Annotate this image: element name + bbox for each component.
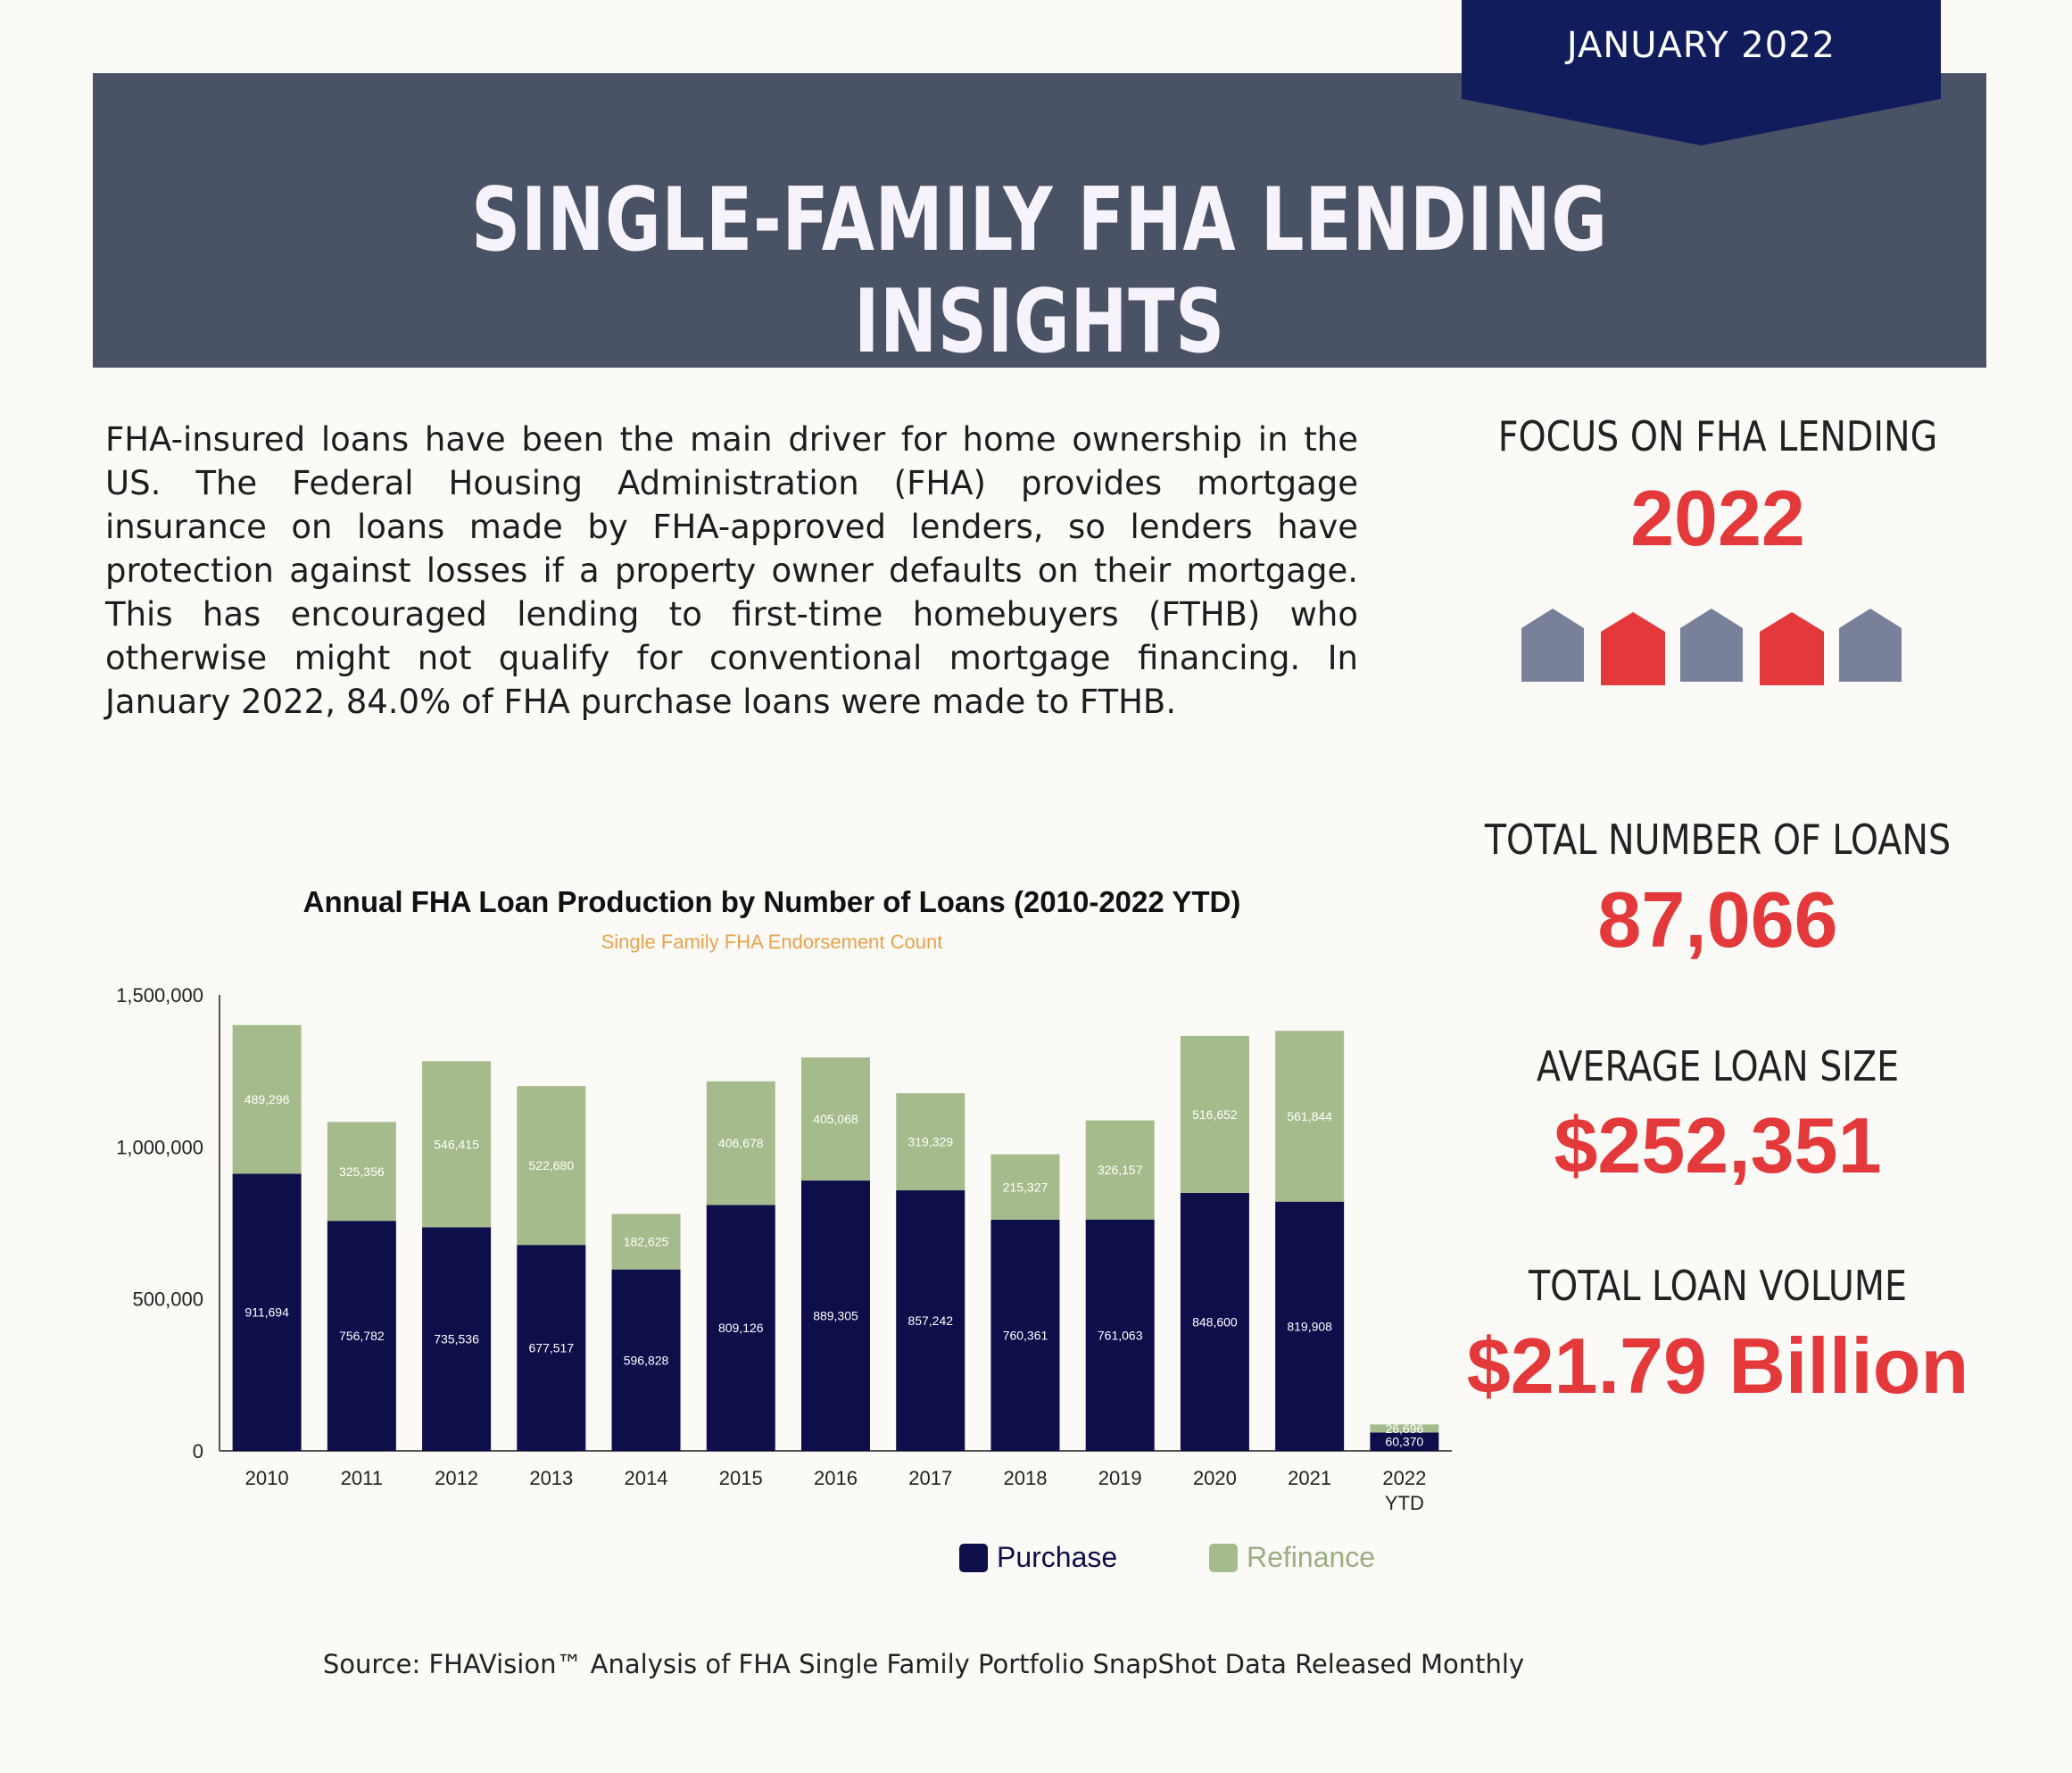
bar-purchase bbox=[1370, 1432, 1439, 1451]
x-tick-label: 2014 bbox=[625, 1467, 668, 1489]
house-icon bbox=[1680, 609, 1743, 682]
x-tick-label: 2010 bbox=[245, 1467, 289, 1489]
bar-value-label: 405,068 bbox=[813, 1112, 858, 1126]
bar-purchase bbox=[517, 1245, 586, 1451]
bar-value-label: 596,828 bbox=[624, 1353, 669, 1367]
bar-refinance bbox=[896, 1093, 966, 1190]
house-icon bbox=[1521, 609, 1584, 682]
house-icon bbox=[1839, 609, 1902, 682]
x-tick-label: 2016 bbox=[814, 1467, 858, 1489]
bar-value-label: 889,305 bbox=[813, 1309, 858, 1323]
loan-volume-label: TOTAL LOAN VOLUME bbox=[1528, 1262, 1908, 1310]
stacked-bar-chart: 0 500,000 1,000,000 1,500,000 911,694 489,296… bbox=[116, 984, 1452, 1514]
x-tick-label: 2020 bbox=[1193, 1467, 1237, 1489]
bar-value-label: 215,327 bbox=[1003, 1180, 1048, 1194]
x-tick-label: 2015 bbox=[719, 1467, 763, 1489]
intro-paragraph: FHA-insured loans have been the main dri… bbox=[105, 420, 1358, 721]
bar-value-label: 489,296 bbox=[244, 1092, 290, 1106]
x-tick-label: 2021 bbox=[1288, 1467, 1331, 1489]
bar-purchase bbox=[232, 1173, 302, 1451]
bar-refinance bbox=[327, 1122, 396, 1222]
bar-refinance bbox=[1180, 1035, 1249, 1193]
bar-purchase bbox=[706, 1205, 775, 1451]
legend-label-purchase: Purchase bbox=[997, 1541, 1118, 1573]
y-tick-label: 1,000,000 bbox=[116, 1136, 203, 1158]
house-icon bbox=[1601, 612, 1665, 685]
bar-value-label: 522,680 bbox=[529, 1158, 575, 1172]
bar-refinance bbox=[1370, 1424, 1439, 1433]
y-tick-label: 0 bbox=[193, 1440, 203, 1462]
bar-value-label: 848,600 bbox=[1192, 1314, 1238, 1329]
y-tick-label: 500,000 bbox=[132, 1288, 203, 1311]
focus-year: 2022 bbox=[1630, 474, 1805, 562]
bar-value-label: 182,625 bbox=[624, 1235, 669, 1249]
avg-loan-size-label: AVERAGE LOAN SIZE bbox=[1536, 1042, 1900, 1090]
bar-value-label: 761,063 bbox=[1098, 1328, 1143, 1342]
x-tick-label: 2012 bbox=[435, 1467, 478, 1489]
bar-refinance bbox=[990, 1154, 1060, 1220]
bar-purchase bbox=[1275, 1201, 1345, 1451]
bar-refinance bbox=[1085, 1120, 1155, 1220]
x-tick-label: 2022 bbox=[1382, 1467, 1426, 1489]
bar-purchase bbox=[327, 1221, 396, 1451]
bar-refinance bbox=[422, 1061, 492, 1228]
focus-label: FOCUS ON FHA LENDING bbox=[1497, 412, 1938, 460]
total-loans-value: 87,066 bbox=[1597, 875, 1838, 964]
bar-value-label: 809,126 bbox=[718, 1321, 764, 1335]
loan-volume-value: $21.79 Billion bbox=[1466, 1321, 1969, 1410]
bar-value-label: 406,678 bbox=[718, 1136, 764, 1150]
x-tick-label: 2017 bbox=[908, 1467, 952, 1489]
house-icon bbox=[1760, 612, 1824, 685]
bar-purchase bbox=[422, 1227, 492, 1451]
bar-purchase bbox=[801, 1181, 870, 1451]
bar-refinance bbox=[232, 1024, 302, 1174]
bar-value-label: 60,370 bbox=[1385, 1435, 1423, 1449]
bar-value-label: 516,652 bbox=[1192, 1107, 1238, 1122]
bar-refinance bbox=[706, 1081, 775, 1205]
x-tick-label: 2013 bbox=[529, 1467, 573, 1489]
bar-value-label: 546,415 bbox=[434, 1137, 479, 1151]
bar-value-label: 319,329 bbox=[908, 1135, 953, 1149]
legend-swatch-refinance bbox=[1209, 1544, 1238, 1572]
total-loans-label: TOTAL NUMBER OF LOANS bbox=[1484, 816, 1952, 864]
bar-value-label: 911,694 bbox=[244, 1305, 289, 1320]
source-note: Source: FHAVision™ Analysis of FHA Singl… bbox=[322, 1649, 1525, 1679]
bar-refinance bbox=[801, 1057, 870, 1181]
bar-refinance bbox=[1275, 1031, 1345, 1202]
houses-graphic bbox=[1521, 609, 1902, 685]
bar-value-label: 735,536 bbox=[434, 1332, 479, 1346]
bar-value-label: 561,844 bbox=[1287, 1109, 1332, 1123]
legend-swatch-purchase bbox=[959, 1544, 988, 1572]
bar-value-label: 756,782 bbox=[339, 1329, 385, 1343]
bar-value-label: 819,908 bbox=[1287, 1319, 1332, 1333]
x-tick-label: 2018 bbox=[1003, 1467, 1047, 1489]
bar-refinance bbox=[611, 1214, 681, 1270]
bar-refinance bbox=[517, 1086, 586, 1246]
x-tick-label: YTD bbox=[1385, 1492, 1424, 1514]
report-date: JANUARY 2022 bbox=[1566, 25, 1836, 66]
bar-purchase bbox=[611, 1269, 681, 1451]
page-title: SINGLE-FAMILY FHA LENDING INSIGHTS bbox=[471, 170, 1608, 373]
x-tick-label: 2011 bbox=[341, 1467, 383, 1489]
bar-value-label: 326,157 bbox=[1098, 1163, 1143, 1177]
bar-purchase bbox=[896, 1189, 966, 1451]
y-tick-label: 1,500,000 bbox=[116, 984, 203, 1007]
bar-purchase bbox=[1085, 1219, 1155, 1451]
legend-label-refinance: Refinance bbox=[1247, 1541, 1376, 1573]
avg-loan-size-value: $252,351 bbox=[1554, 1101, 1882, 1189]
bar-value-label: 677,517 bbox=[529, 1341, 575, 1355]
bar-purchase bbox=[990, 1219, 1060, 1451]
chart-subtitle: Single Family FHA Endorsement Count bbox=[601, 931, 943, 953]
bar-value-label: 760,361 bbox=[1003, 1328, 1048, 1342]
bar-purchase bbox=[1180, 1192, 1249, 1451]
bar-value-label: 325,356 bbox=[339, 1164, 385, 1179]
bar-value-label: 857,242 bbox=[908, 1313, 953, 1328]
bar-value-label: 26,696 bbox=[1385, 1421, 1423, 1436]
chart-title: Annual FHA Loan Production by Number of … bbox=[303, 885, 1241, 918]
x-tick-label: 2019 bbox=[1098, 1467, 1142, 1489]
